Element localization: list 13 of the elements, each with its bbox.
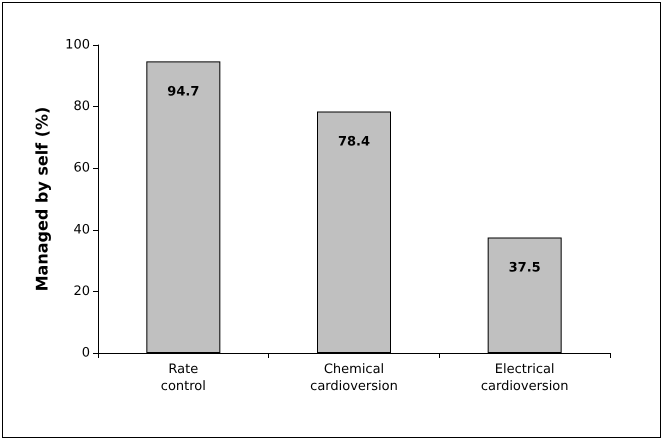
- y-tick-label: 0: [82, 346, 90, 360]
- data-label: 78.4: [338, 134, 370, 150]
- x-tick-label: Electrical cardioversion: [480, 362, 569, 394]
- x-tick-label: Chemical cardioversion: [310, 362, 398, 394]
- data-label: 94.7: [167, 84, 200, 100]
- y-tick-label: 40: [73, 222, 90, 238]
- x-tick-label: Rate control: [160, 362, 206, 394]
- y-tick-label: 20: [73, 284, 90, 299]
- y-tick-label: 100: [65, 38, 90, 52]
- y-axis-title: Managed by self (%): [32, 106, 52, 292]
- y-tick-label: 80: [73, 99, 90, 114]
- data-label: 37.5: [508, 260, 541, 276]
- y-tick-label: 60: [73, 160, 90, 176]
